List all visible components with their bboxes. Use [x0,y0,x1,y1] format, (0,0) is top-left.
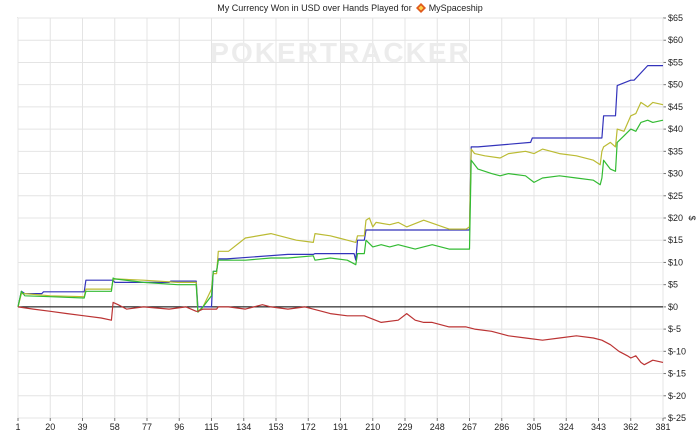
x-tick-label: 305 [526,422,541,432]
series-line-green [17,119,664,313]
player-name: MySpaceship [428,3,483,13]
y-tick-label: $15 [668,235,683,245]
y-tick-label: $25 [668,191,683,201]
x-tick-label: 96 [174,422,184,432]
y-tick-label: $50 [668,80,683,90]
x-tick-label: 153 [268,422,283,432]
x-tick-label: 77 [142,422,152,432]
x-tick-label: 115 [204,422,218,432]
y-tick-label: $0 [668,302,678,312]
x-tick-label: 172 [301,422,316,432]
x-tick-label: 210 [365,422,380,432]
x-tick-label: 343 [591,422,606,432]
y-tick-label: $35 [668,146,683,156]
x-tick-label: 267 [462,422,477,432]
x-tick-label: 381 [655,422,670,432]
x-tick-label: 248 [430,422,445,432]
y-tick-label: $20 [668,213,683,223]
y-tick-label: $65 [668,13,683,23]
diamond-icon [415,3,426,13]
y-tick-label: $40 [668,124,683,134]
y-axis-label: $ [687,215,697,220]
y-tick-label: $5 [668,280,678,290]
series-line-red [17,301,664,366]
y-tick-label: $55 [668,57,683,67]
y-tick-label: $45 [668,102,683,112]
x-tick-label: 58 [110,422,120,432]
y-tick-label: $60 [668,35,683,45]
y-tick-label: $-20 [668,391,686,401]
chart-title-bar: My Currency Won in USD over Hands Played… [0,0,700,16]
watermark-logo: POKERTRACKER [210,37,470,68]
x-tick-label: 20 [45,422,55,432]
x-tick-label: 286 [494,422,509,432]
x-tick-label: 191 [333,422,348,432]
y-tick-label: $-15 [668,369,686,379]
y-tick-label: $30 [668,169,683,179]
series-line-olive [17,101,664,312]
y-tick-label: $-10 [668,346,686,356]
x-tick-label: 39 [77,422,87,432]
y-tick-label: $-25 [668,413,686,423]
series-line-blue [17,64,663,308]
x-tick-label: 229 [397,422,412,432]
x-tick-label: 134 [236,422,251,432]
y-tick-label: $-5 [668,324,681,334]
x-tick-label: 324 [559,422,574,432]
x-tick-label: 1 [15,422,20,432]
chart-title: My Currency Won in USD over Hands Played… [217,3,412,13]
y-tick-label: $10 [668,257,683,267]
x-tick-label: 362 [623,422,638,432]
